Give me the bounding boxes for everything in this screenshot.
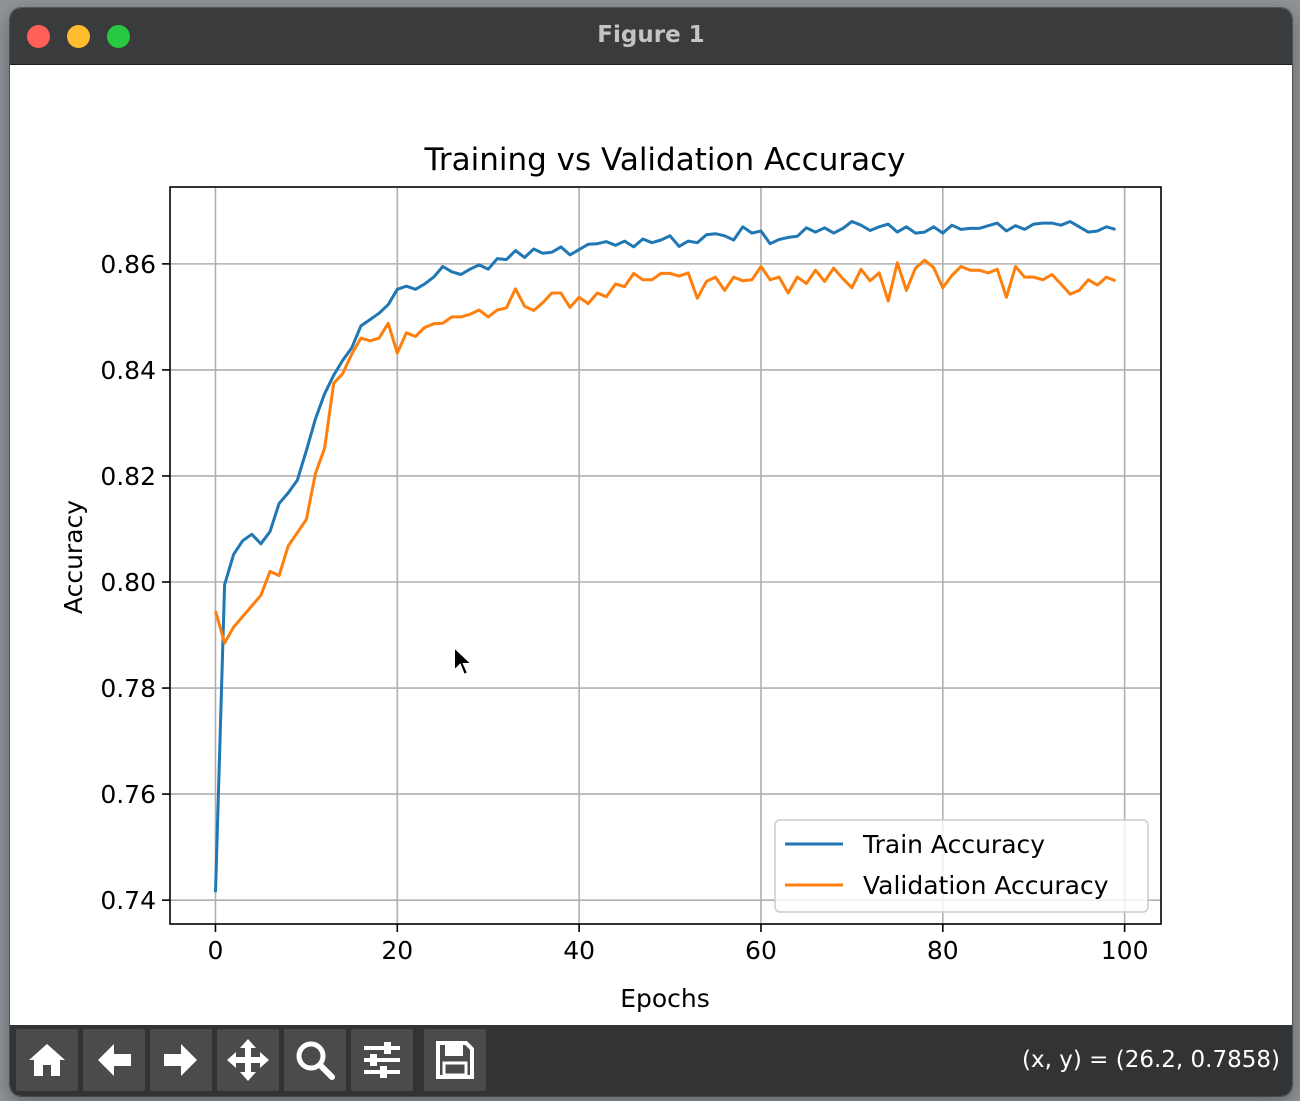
x-tick-label: 20 [381,936,413,965]
legend-label-train: Train Accuracy [862,830,1045,859]
x-tick-label: 100 [1101,936,1149,965]
arrow-right-icon [164,1044,197,1076]
line-chart: 0 20 40 60 80 100 0.74 0.76 0.78 0.80 0.82 0.84 0.86… [59,142,1162,1013]
y-tick-label: 0.76 [100,780,156,809]
window-title: Figure 1 [597,22,705,48]
axis-ticks: 0 20 40 60 80 100 0.74 0.76 0.78 0.80 0.82 0.84 0.86 [100,250,1148,965]
series-lines [214,220,1117,893]
y-tick-label: 0.74 [100,886,156,915]
train-accuracy-line [214,220,1116,893]
validation-accuracy-line [214,258,1117,645]
y-axis-label: Accuracy [59,500,88,614]
mouse-cursor-icon [453,645,474,677]
x-tick-label: 0 [208,936,224,965]
configure-subplots-button[interactable] [351,1029,413,1091]
title-bar[interactable]: Figure 1 [10,8,1292,65]
home-button[interactable] [16,1029,78,1091]
x-tick-label: 60 [745,936,777,965]
sliders-icon [364,1042,400,1078]
y-tick-label: 0.82 [100,462,156,491]
x-tick-label: 40 [563,936,595,965]
y-tick-label: 0.78 [100,674,156,703]
x-tick-label: 80 [927,936,959,965]
figure-window: Figure 1 0 20 40 60 80 100 0.74 0.76 0.78 0.80 0.8… [10,8,1292,1096]
figure-canvas[interactable]: 0 20 40 60 80 100 0.74 0.76 0.78 0.80 0.82 0.84 0.86… [10,65,1292,1023]
legend-label-validation: Validation Accuracy [863,871,1109,900]
forward-button[interactable] [150,1029,212,1091]
save-button[interactable] [424,1029,486,1091]
chart-title: Training vs Validation Accuracy [424,142,906,178]
grid-lines [170,187,1161,924]
navigation-toolbar: (x, y) = (26.2, 0.7858) [10,1025,1292,1096]
arrow-left-icon [98,1044,131,1076]
move-icon [227,1039,269,1081]
plot-area [170,187,1161,924]
coordinates-readout: (x, y) = (26.2, 0.7858) [1022,1047,1280,1073]
close-button[interactable] [27,25,50,48]
axes-frame [169,186,1162,925]
legend: Train Accuracy Validation Accuracy [774,819,1149,913]
legend-frame [774,819,1149,913]
back-button[interactable] [83,1029,145,1091]
magnifier-icon [296,1041,335,1080]
pan-button[interactable] [217,1029,279,1091]
y-tick-label: 0.80 [100,568,156,597]
zoom-button[interactable] [107,25,130,48]
minimize-button[interactable] [67,25,90,48]
y-tick-label: 0.84 [100,356,156,385]
x-axis-label: Epochs [620,984,710,1013]
zoom-button-tool[interactable] [284,1029,346,1091]
floppy-disk-icon [436,1041,474,1079]
y-tick-label: 0.86 [100,250,156,279]
home-icon [29,1044,65,1076]
